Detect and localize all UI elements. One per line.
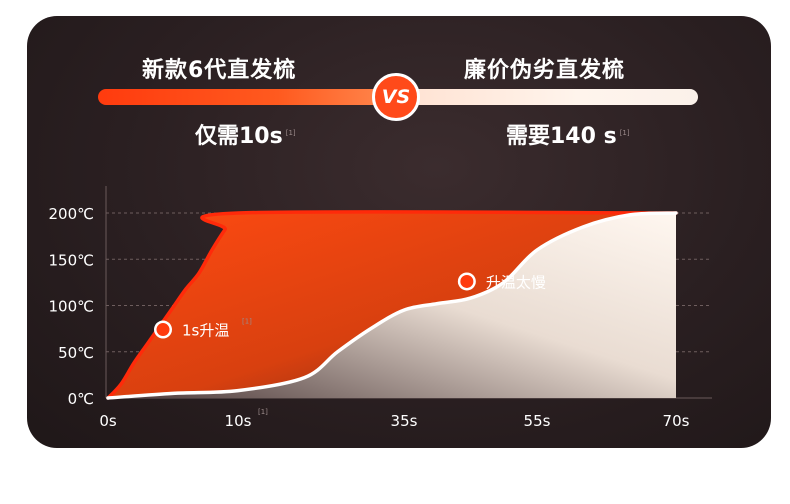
- annotation-marker: [156, 323, 170, 337]
- cheap-product-bar: [400, 89, 698, 105]
- left-product-title: 新款6代直发梳: [142, 58, 297, 83]
- new-product-bar: [98, 89, 398, 105]
- x-tick-label: 0s: [99, 412, 117, 430]
- x-tick-label: 70s: [663, 412, 690, 430]
- left-time-text: 仅需10s: [195, 124, 283, 149]
- cheap-product-area: [108, 213, 676, 398]
- annotation-label: 升温太慢: [486, 273, 546, 291]
- new-product-area-line: [106, 210, 678, 400]
- y-tick-label: 150℃: [49, 251, 94, 269]
- right-time-label: 需要140 s [1]: [506, 118, 630, 150]
- y-tick-label: 0℃: [68, 390, 94, 408]
- x-tick-label: 10s: [225, 412, 252, 430]
- annotation-label: 1s升温: [182, 322, 229, 340]
- vs-badge: VS: [372, 73, 420, 121]
- left-time-label: 仅需10s [1]: [195, 118, 296, 150]
- x-tick-label: 35s: [391, 412, 418, 430]
- y-tick-label: 200℃: [49, 205, 94, 223]
- right-time-footnote: [1]: [619, 128, 630, 137]
- cheap-product-area-line: [106, 211, 678, 400]
- y-tick-label: 100℃: [49, 298, 94, 316]
- x-tick-label: 55s: [524, 412, 551, 430]
- right-time-text: 需要140 s: [506, 124, 617, 149]
- annotation-marker: [460, 274, 474, 288]
- left-time-footnote: [1]: [285, 128, 296, 137]
- annotation-footnote: [1]: [242, 318, 252, 326]
- x-tick-footnote: [1]: [258, 408, 268, 416]
- y-tick-label: 50℃: [58, 344, 94, 362]
- right-product-title: 廉价伪劣直发梳: [464, 58, 626, 83]
